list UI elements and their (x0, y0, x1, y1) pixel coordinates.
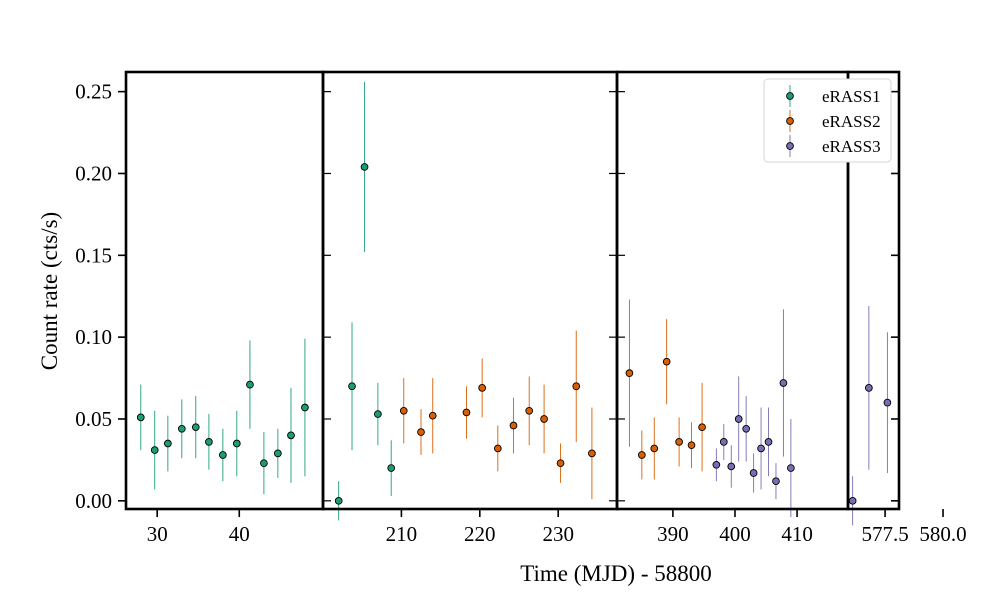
y-axis-ticks: 0.00 0.05 0.10 0.15 0.20 0.25 (75, 80, 899, 513)
panel-frames (124, 70, 901, 511)
data-point (772, 477, 780, 486)
data-point (260, 459, 268, 468)
y-tick-label: 0.00 (75, 489, 112, 513)
data-point (478, 384, 487, 392)
y-tick-label: 0.20 (75, 161, 112, 185)
data-point (136, 413, 145, 422)
panel-frame (846, 70, 901, 511)
data-point (417, 428, 425, 436)
legend-marker (786, 142, 794, 150)
legend-label: eRASS1 (822, 87, 881, 106)
y-tick-label: 0.25 (75, 80, 112, 104)
data-point (675, 438, 683, 446)
x-tick-label: 230 (542, 522, 574, 546)
data-point (334, 496, 343, 505)
data-point (525, 406, 534, 415)
data-point (650, 444, 659, 453)
data-point (348, 382, 356, 391)
series-erass3 (712, 306, 892, 526)
y-tick-label: 0.05 (75, 407, 112, 431)
x-tick-label: 40 (229, 522, 250, 546)
data-point (493, 444, 502, 453)
x-tick-label: 400 (719, 522, 751, 546)
series-erass2 (399, 299, 706, 500)
data-point (287, 431, 295, 440)
data-point (662, 357, 671, 366)
x-tick-label: 577.5 (861, 522, 908, 546)
x-tick-label: 210 (386, 522, 418, 546)
data-point (848, 496, 857, 505)
legend-box (763, 78, 892, 163)
data-point (232, 439, 241, 448)
data-point (274, 449, 282, 458)
data-point (399, 406, 408, 415)
data-point (734, 415, 743, 423)
data-point (428, 411, 437, 420)
data-point (625, 369, 634, 378)
data-point (205, 438, 213, 446)
x-tick-label: 390 (657, 522, 689, 546)
data-point (719, 438, 728, 446)
legend-label: eRASS2 (822, 112, 881, 131)
data-point (712, 460, 721, 469)
legend: eRASS1 eRASS2 eRASS3 (763, 78, 892, 163)
x-axis-ticks: 30 40 210 220 230 390 400 410 577.5 580.0 (147, 509, 967, 546)
data-point (387, 464, 396, 472)
data-point (742, 424, 751, 433)
x-tick-label: 220 (464, 522, 496, 546)
data-point (150, 446, 159, 454)
data-point (572, 382, 581, 391)
data-point (191, 423, 200, 432)
data-point (540, 415, 548, 423)
legend-label: eRASS3 (822, 137, 881, 156)
data-point (698, 423, 706, 432)
data-point (246, 380, 254, 389)
data-point (787, 464, 795, 472)
y-tick-label: 0.10 (75, 325, 112, 349)
data-point (360, 163, 369, 171)
data-point (374, 410, 382, 418)
data-point (883, 398, 892, 407)
x-tick-label: 410 (781, 522, 813, 546)
data-point (779, 379, 788, 387)
data-point (588, 449, 596, 458)
data-point (164, 439, 172, 448)
data-points (136, 81, 892, 526)
data-point (764, 438, 773, 446)
data-point (219, 451, 227, 459)
series-erass1 (136, 81, 396, 521)
x-tick-label: 30 (147, 522, 168, 546)
x-tick-label: 580.0 (919, 522, 966, 546)
panel-frame (321, 70, 619, 511)
data-point (462, 408, 471, 417)
x-axis-label: Time (MJD) - 58800 (520, 561, 711, 586)
data-point (509, 421, 518, 430)
plot-area: 0.00 0.05 0.10 0.15 0.20 0.25 30 40 210 220 230 390… (75, 70, 967, 546)
y-axis-label: Count rate (cts/s) (37, 212, 62, 370)
data-point (757, 444, 765, 453)
legend-marker (786, 117, 794, 125)
y-tick-label: 0.15 (75, 243, 112, 267)
data-point (556, 459, 565, 468)
data-point (637, 451, 646, 459)
data-point (727, 462, 736, 471)
legend-marker (786, 92, 794, 100)
data-point (749, 469, 758, 477)
data-point (177, 424, 186, 433)
data-point (301, 403, 309, 412)
data-point (687, 441, 696, 450)
data-point (865, 384, 873, 392)
panel-frame (124, 70, 325, 511)
